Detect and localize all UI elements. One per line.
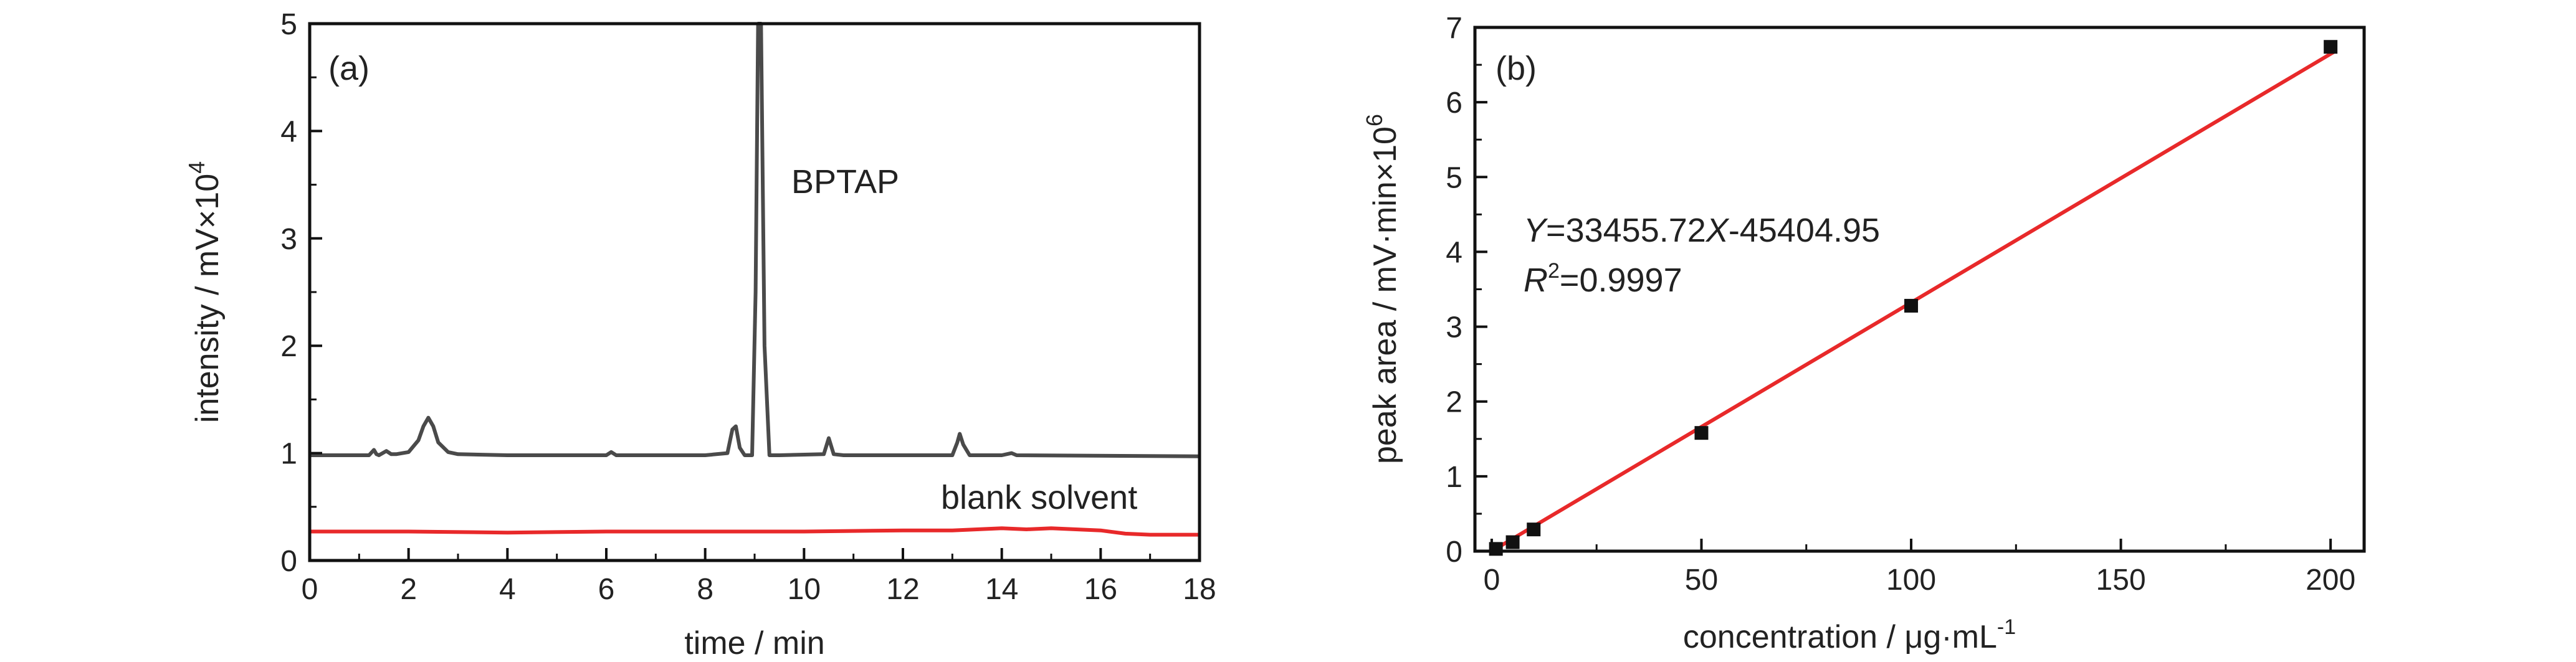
chart-b-x-axis-label-main: concentration / μg·mL [1683, 619, 1997, 655]
chart-a-x-tick-label: 4 [499, 573, 516, 606]
chart-a-blank-label: blank solvent [941, 479, 1137, 516]
chart-a-x-tick-label: 2 [400, 573, 417, 606]
chart-a-y-tick-label: 2 [280, 330, 297, 363]
chart-b-data-point [1904, 298, 1919, 313]
chart-a-y-tick-label: 4 [280, 115, 297, 148]
chart-a-y-axis-label-sup: 4 [184, 161, 209, 174]
chart-b-y-tick-label: 6 [1446, 87, 1462, 120]
chart-a-x-tick-label: 16 [1084, 573, 1117, 606]
chart-b: 0 50 100 150 200 0 1 2 3 4 5 6 7 (b) Y=33455.72X-454… [1362, 12, 2366, 655]
chart-b-data-point [1694, 426, 1709, 440]
chart-a-x-tick-label: 14 [985, 573, 1018, 606]
chart-a-series-2 [310, 526, 1200, 537]
chart-a-y-tick-label: 3 [280, 223, 297, 256]
chart-a-y-tick-label: 0 [280, 545, 297, 578]
chart-b-data-point [1527, 523, 1541, 537]
chart-b-x-axis-label: concentration / μg·mL-1 [1683, 615, 2016, 655]
chart-a-x-axis-label: time / min [684, 625, 824, 661]
chart-b-y-tick-label: 5 [1446, 161, 1462, 194]
chart-b-data-point [2324, 40, 2338, 54]
chart-b-data-point [1505, 535, 1520, 549]
chart-b-r-squared: R2=0.9997 [1524, 259, 1682, 299]
chart-b-equation: Y=33455.72X-45404.95 [1524, 212, 1880, 249]
chart-b-equation-x: X [1705, 212, 1730, 249]
chart-a-x-tick-label: 6 [598, 573, 615, 606]
chart-b-y-tick-label: 7 [1446, 12, 1462, 45]
chart-b-y-axis-label-sup: 6 [1362, 114, 1387, 126]
chart-b-x-tick-label: 150 [2096, 564, 2146, 597]
chart-b-x-tick-label: 0 [1484, 564, 1500, 597]
chart-b-y-tick-label: 4 [1446, 236, 1462, 269]
chart-b-equation-slope: =33455.72 [1546, 212, 1706, 249]
chart-a-y-tick-label: 5 [280, 8, 297, 41]
chart-a-x-tick-label: 10 [788, 573, 821, 606]
chart-a-peak-label: BPTAP [791, 163, 899, 201]
chart-a-y-axis-label: intensity / mV×104 [184, 161, 226, 423]
chart-b-panel-label: (b) [1496, 50, 1537, 87]
chart-b-y-tick-label: 0 [1446, 536, 1462, 569]
chart-b-r-value: =0.9997 [1560, 262, 1682, 299]
chart-b-x-tick-label: 200 [2306, 564, 2355, 597]
chart-b-equation-intercept: -45404.95 [1729, 212, 1880, 249]
chart-a-plot-area [310, 22, 1200, 537]
chart-b-y-tick-label: 1 [1446, 461, 1462, 494]
chart-b-x-tick-label: 50 [1685, 564, 1718, 597]
chart-b-x-tick-label: 100 [1886, 564, 1936, 597]
chart-b-equation-y: Y [1524, 212, 1548, 249]
chart-a-x-tick-label: 8 [697, 573, 713, 606]
chart-b-y-tick-label: 2 [1446, 386, 1462, 419]
chart-b-ticks: 0 50 100 150 200 0 1 2 3 4 5 6 7 [1446, 12, 2355, 597]
chart-b-y-axis-label: peak area / mV·min×106 [1362, 114, 1403, 464]
chart-a-y-axis-label-main: intensity / mV×10 [189, 174, 226, 423]
chart-a-x-tick-label: 0 [302, 573, 318, 606]
chart-b-y-axis-label-main: peak area / mV·min×10 [1367, 126, 1403, 464]
chart-b-x-axis-label-sup: -1 [1997, 615, 2016, 639]
chart-a-x-tick-label: 12 [886, 573, 919, 606]
chart-a-x-tick-label: 18 [1183, 573, 1216, 606]
chart-a-series-1 [310, 22, 1200, 458]
chart-a-panel-label: (a) [328, 50, 370, 87]
chart-b-r-label: R [1524, 262, 1548, 299]
chart-b-r-sup: 2 [1548, 259, 1560, 283]
chart-b-y-tick-label: 3 [1446, 311, 1462, 344]
chart-a-y-tick-label: 1 [280, 438, 297, 471]
